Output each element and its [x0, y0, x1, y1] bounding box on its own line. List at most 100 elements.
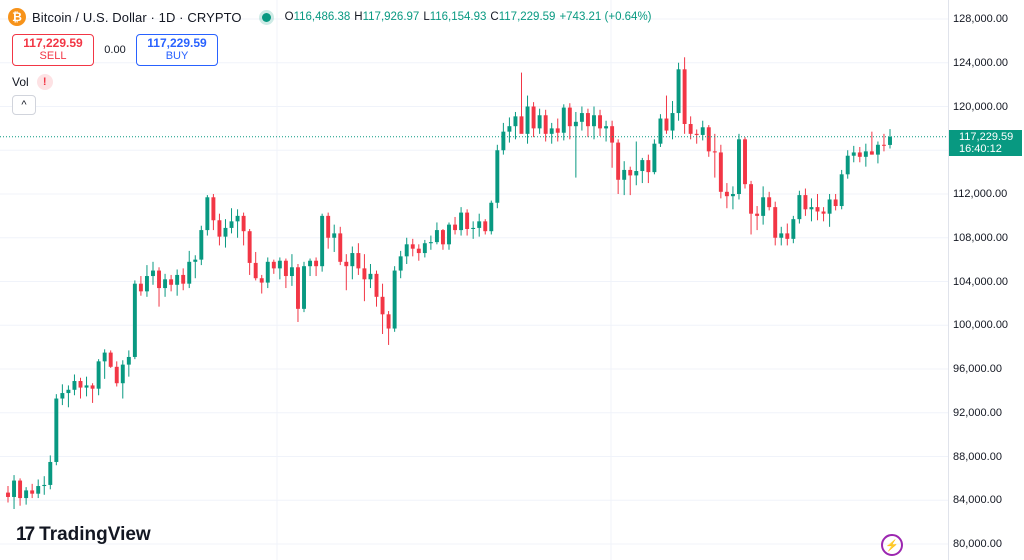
candle-body	[857, 152, 862, 157]
candle	[592, 106, 596, 140]
last-price-label: 117,229.59 16:40:12	[949, 129, 1022, 156]
candle	[815, 194, 820, 221]
price-axis[interactable]: 128,000.00124,000.00120,000.00116,000.00…	[948, 0, 1024, 560]
candle-body	[157, 270, 161, 289]
candle-body	[386, 314, 391, 329]
y-tick-label: 84,000.00	[953, 494, 1002, 507]
ohlc-value: +743.21 (+0.64%)	[559, 11, 652, 23]
candle	[549, 122, 554, 144]
lightning-icon[interactable]: ⚡	[881, 534, 903, 556]
candle-body	[271, 261, 276, 269]
candle	[567, 103, 572, 140]
candle	[205, 195, 210, 236]
market-status-icon[interactable]	[261, 12, 271, 22]
trade-panel: 117,229.59 SELL 0.00 117,229.59 BUY	[12, 34, 218, 66]
candle	[265, 257, 270, 289]
candle	[640, 157, 645, 184]
y-tick-label: 128,000.00	[953, 13, 1009, 25]
candle-body	[235, 215, 240, 222]
bitcoin-logo-icon: ₿	[8, 8, 26, 26]
candle-body	[489, 202, 494, 232]
candle	[803, 188, 808, 216]
y-tick-label: 88,000.00	[953, 450, 1002, 463]
candle-body	[12, 480, 17, 497]
candle	[48, 455, 53, 490]
candle	[199, 225, 204, 266]
candle	[634, 141, 639, 186]
candle	[320, 213, 325, 272]
candle	[471, 221, 476, 239]
sell-button[interactable]: 117,229.59 SELL	[12, 34, 94, 66]
candle-body	[471, 227, 476, 229]
symbol-title[interactable]: Bitcoin / U.S. Dollar · 1D · CRYPTO	[32, 9, 242, 25]
candle	[235, 209, 240, 238]
candlestick-chart[interactable]	[0, 0, 948, 560]
candle	[18, 478, 23, 506]
candle-body	[181, 274, 186, 284]
candle	[102, 349, 107, 379]
candle	[90, 383, 95, 403]
candle	[368, 264, 373, 289]
candle-body	[869, 151, 874, 155]
candle	[78, 377, 83, 399]
candle	[296, 264, 300, 322]
candle	[229, 208, 234, 234]
candle-body	[573, 121, 578, 127]
ohlc-key: C	[490, 11, 499, 23]
candle	[628, 166, 633, 196]
candle-body	[537, 115, 542, 129]
candle	[277, 257, 282, 280]
candle	[761, 186, 766, 225]
candle-body	[90, 385, 95, 389]
candle	[24, 487, 29, 505]
candle	[453, 216, 458, 235]
candle-body	[120, 364, 125, 384]
candle	[616, 139, 621, 194]
candle-body	[308, 260, 313, 267]
candle-body	[48, 461, 53, 485]
candle	[797, 190, 802, 224]
candle	[157, 267, 161, 307]
candle	[54, 394, 59, 466]
candle-body	[694, 133, 699, 135]
y-tick-label: 80,000.00	[953, 538, 1002, 550]
candle-body	[259, 278, 264, 283]
candle-body	[78, 381, 83, 388]
candle-body	[737, 139, 741, 194]
candle	[682, 57, 687, 134]
candle	[483, 219, 488, 235]
warning-icon[interactable]: !	[36, 74, 53, 90]
collapse-legend-button[interactable]: ^	[12, 95, 36, 115]
y-tick-label: 96,000.00	[953, 363, 1002, 375]
candle-body	[797, 195, 802, 220]
candle	[30, 483, 35, 499]
candle-body	[42, 484, 47, 487]
candle-body	[66, 389, 71, 394]
candle	[338, 226, 343, 266]
candle-body	[54, 398, 59, 462]
buy-button[interactable]: 117,229.59 BUY	[136, 34, 218, 66]
candle	[501, 122, 506, 155]
candle	[767, 191, 772, 211]
candle	[428, 235, 433, 250]
brand-name: TradingView	[39, 524, 151, 545]
tradingview-logo[interactable]: 17 TradingView	[16, 524, 151, 546]
candle-body	[447, 224, 451, 245]
volume-indicator[interactable]: Vol !	[12, 74, 53, 90]
candle-body	[688, 124, 693, 134]
ohlc-value: 117,229.59	[498, 11, 556, 23]
candle-body	[229, 221, 234, 228]
candle	[302, 261, 306, 313]
candle-body	[253, 262, 258, 279]
candle-body	[519, 116, 524, 134]
candle-body	[314, 260, 319, 267]
tradingview-mark-icon: 17	[16, 524, 35, 545]
candle-body	[875, 144, 880, 155]
candle-body	[217, 220, 222, 237]
buy-label: BUY	[165, 50, 189, 62]
candle-body	[785, 233, 790, 239]
candle-body	[392, 270, 397, 329]
candle-body	[169, 279, 174, 285]
candles-series	[6, 57, 892, 509]
candle-body	[749, 184, 754, 214]
